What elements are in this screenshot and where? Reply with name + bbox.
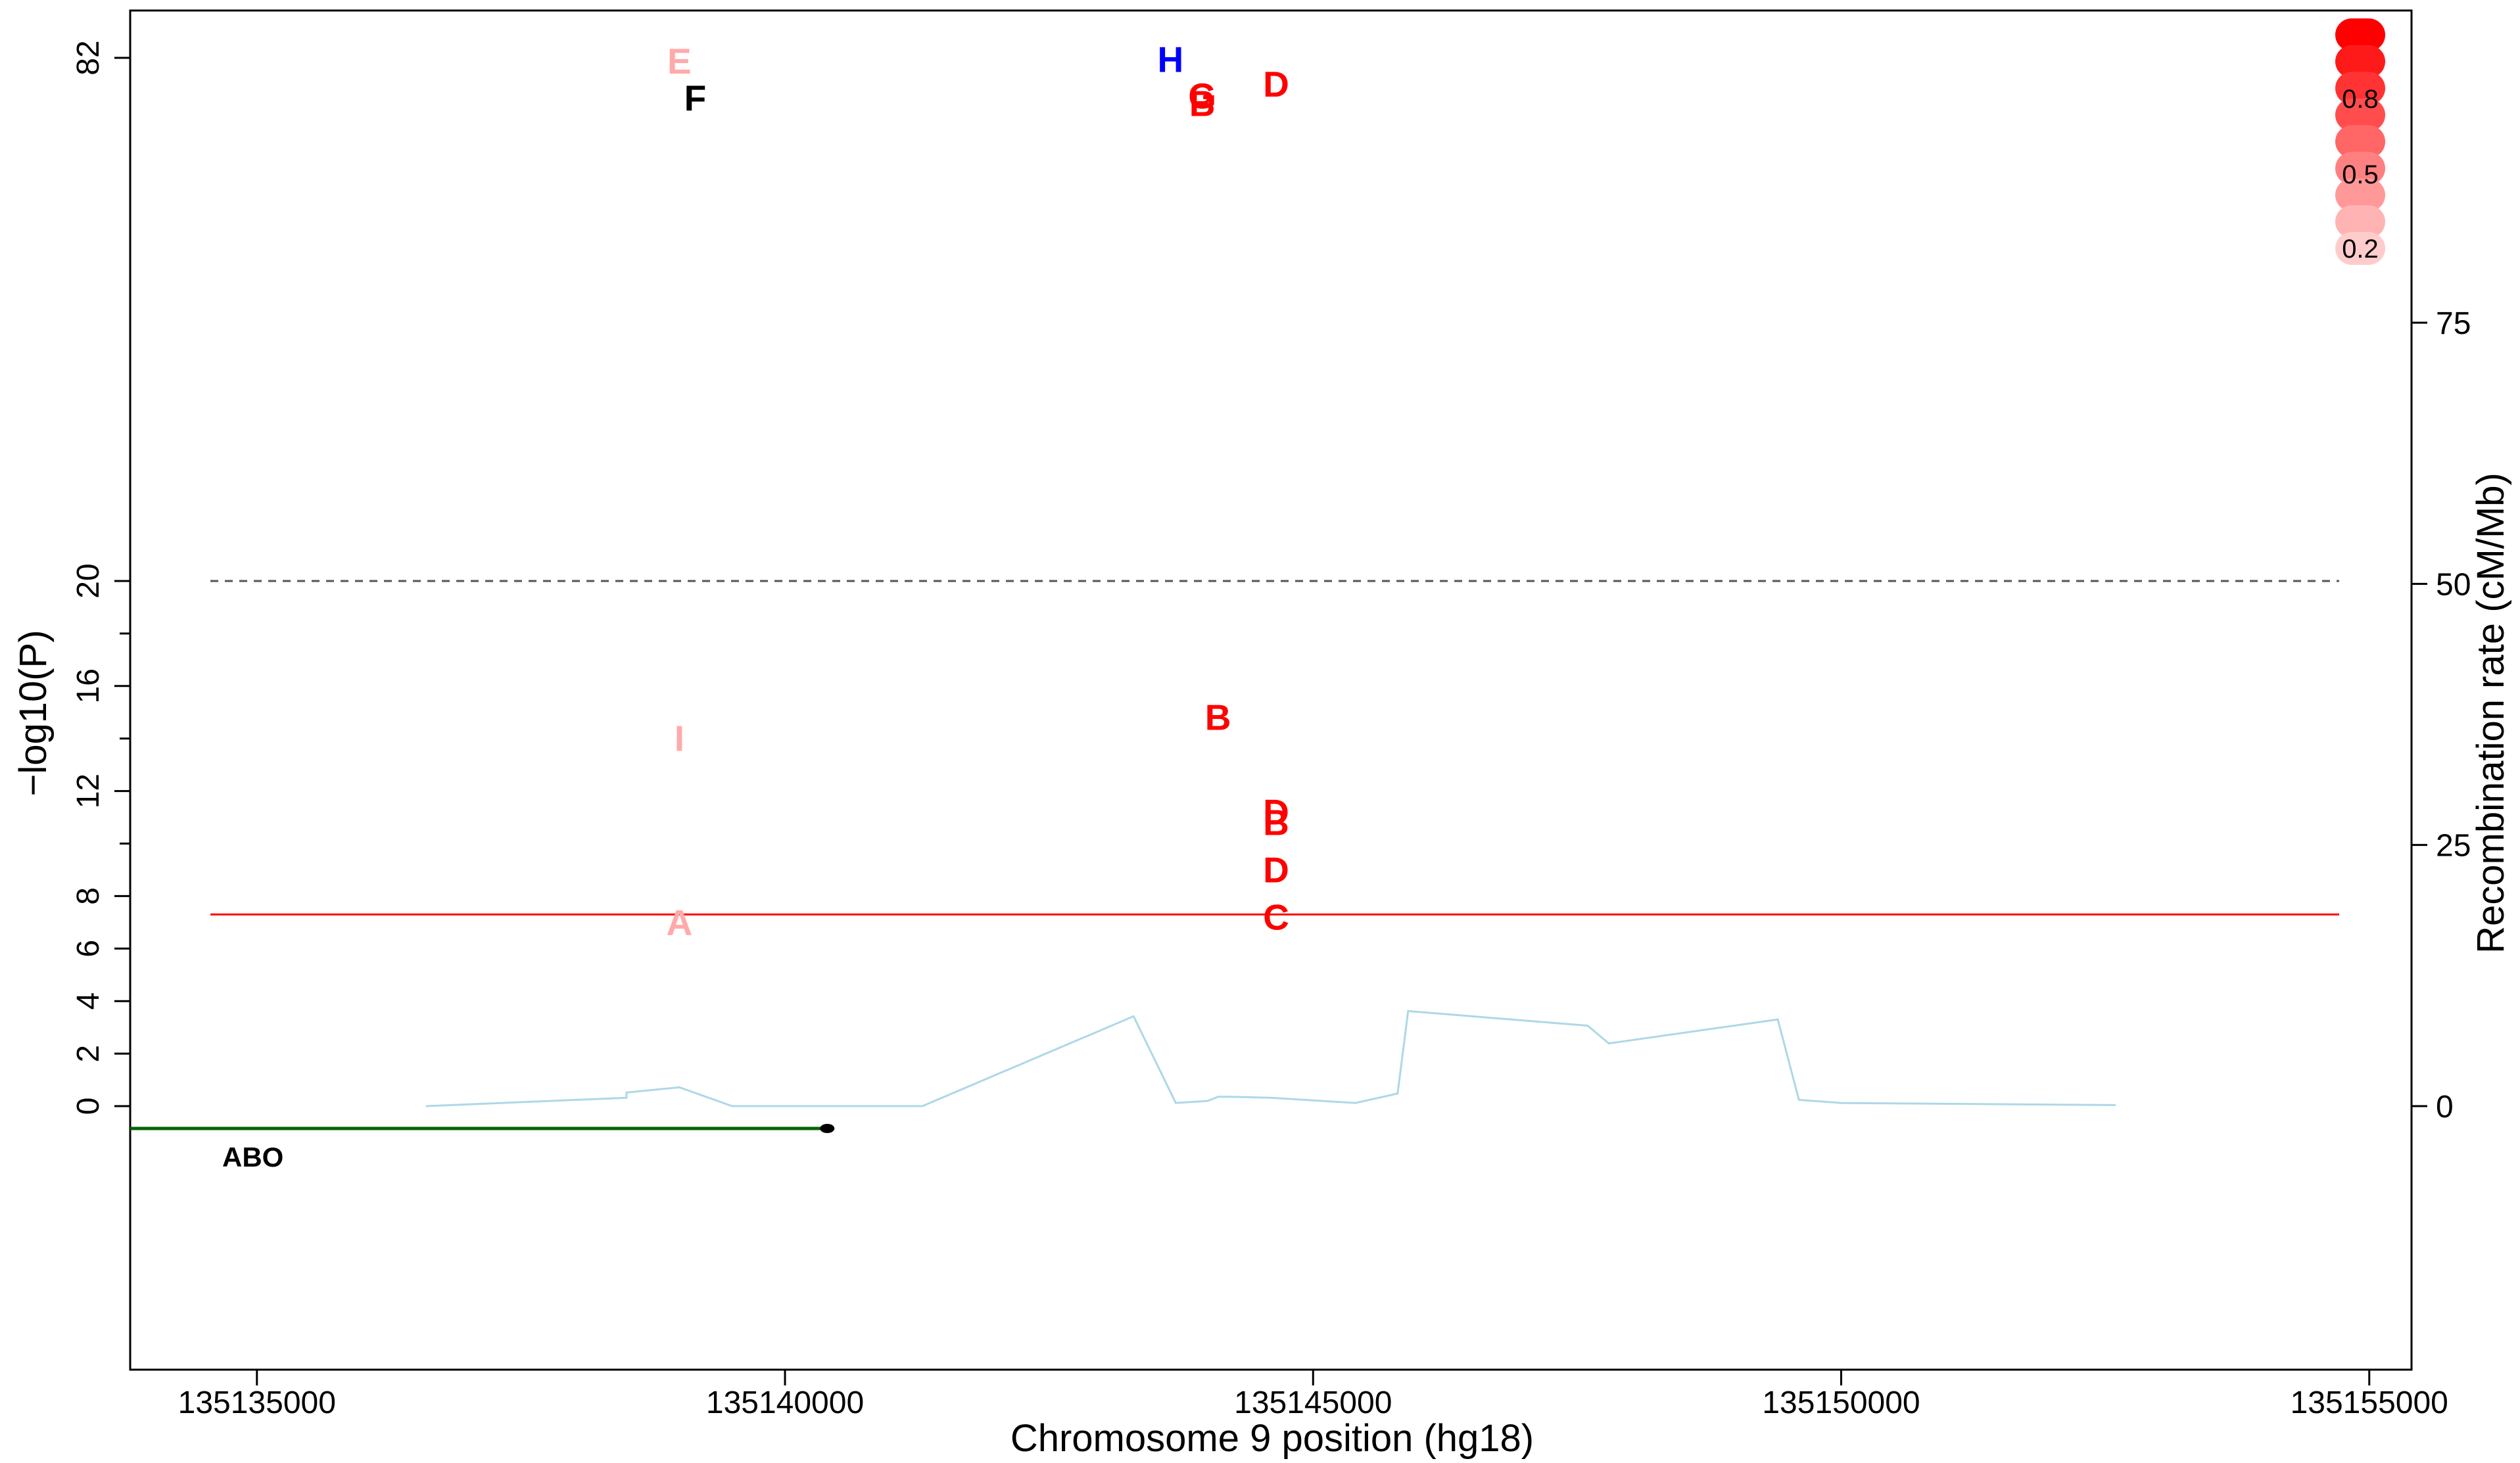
ld-legend: 0.8 0.5 0.2 bbox=[2335, 18, 2385, 265]
x-tick-label: 135140000 bbox=[706, 1385, 864, 1420]
snp-point: C bbox=[1263, 896, 1289, 937]
y-right-tick-label: 75 bbox=[2436, 306, 2471, 341]
legend-label: 0.5 bbox=[2342, 160, 2379, 189]
significance-lines bbox=[210, 580, 2339, 916]
y-left-tick-label: 12 bbox=[71, 774, 106, 808]
y-left-tick-label: 16 bbox=[71, 668, 106, 703]
y-right-tick-label: 0 bbox=[2436, 1090, 2454, 1125]
snp-point: E bbox=[667, 41, 692, 81]
y-left-tick-label: 2 bbox=[71, 1045, 106, 1063]
x-axis-title: Chromosome 9 position (hg18) bbox=[1010, 1417, 1534, 1460]
snp-point: F bbox=[684, 78, 707, 119]
y-left-tick-label: 20 bbox=[71, 563, 106, 598]
snp-point: B bbox=[1189, 83, 1216, 124]
x-axis: 135135000 135140000 135145000 135150000 1351… bbox=[178, 1368, 2448, 1420]
snp-point: B bbox=[1263, 802, 1289, 843]
y-right-tick-label: 50 bbox=[2436, 567, 2471, 602]
y-axis-right-title: Recombination rate (cM/Mb) bbox=[2469, 473, 2512, 954]
plot-frame bbox=[129, 9, 2413, 1371]
snp-point: H bbox=[1158, 39, 1184, 80]
legend-label: 0.2 bbox=[2342, 235, 2379, 264]
y-left-tick-label: 8 bbox=[71, 887, 106, 905]
snp-point: D bbox=[1263, 849, 1289, 890]
y-left-tick-label: 82 bbox=[71, 40, 106, 75]
y-left-tick-label: 6 bbox=[71, 940, 106, 958]
legend-label: 0.8 bbox=[2342, 85, 2379, 114]
snp-point: D bbox=[1263, 792, 1289, 833]
y-right-tick-label: 25 bbox=[2436, 829, 2471, 864]
gene-end-marker bbox=[820, 1124, 835, 1133]
snp-point: I bbox=[675, 718, 684, 759]
y-axis-left-title: −log10(P) bbox=[12, 630, 55, 796]
y-axis-right: 0 25 50 75 bbox=[2410, 306, 2471, 1125]
x-tick-label: 135155000 bbox=[2291, 1385, 2448, 1420]
y-axis-left: 0 2 4 6 8 12 16 20 82 bbox=[71, 40, 131, 1115]
snp-point: B bbox=[1205, 697, 1231, 738]
snp-point: D bbox=[1263, 64, 1289, 104]
snp-point: A bbox=[667, 902, 693, 942]
x-tick-label: 135150000 bbox=[1762, 1385, 1920, 1420]
gene-track: ABO bbox=[130, 1124, 835, 1173]
x-tick-label: 135135000 bbox=[178, 1385, 336, 1420]
x-tick-label: 135145000 bbox=[1234, 1385, 1392, 1420]
y-left-tick-label: 4 bbox=[71, 992, 106, 1010]
y-left-tick-label: 0 bbox=[71, 1098, 106, 1115]
gene-label: ABO bbox=[222, 1142, 283, 1173]
snp-point: G bbox=[1188, 76, 1216, 116]
recombination-rate-line bbox=[425, 1010, 2116, 1107]
recombination-layer bbox=[425, 1010, 2116, 1107]
